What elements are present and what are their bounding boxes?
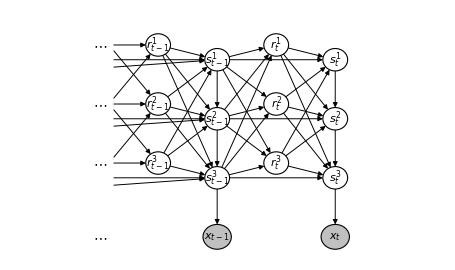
Text: $\cdots$: $\cdots$ [93, 97, 108, 111]
Ellipse shape [146, 152, 171, 174]
Text: $r^2_{t}$: $r^2_{t}$ [271, 94, 282, 114]
Ellipse shape [323, 167, 348, 189]
Ellipse shape [146, 34, 171, 56]
Ellipse shape [146, 93, 171, 115]
Ellipse shape [264, 152, 288, 174]
Text: $r^3_{t-1}$: $r^3_{t-1}$ [147, 153, 170, 173]
Text: $\cdots$: $\cdots$ [93, 156, 108, 170]
Text: $s^3_{t}$: $s^3_{t}$ [329, 168, 342, 188]
Ellipse shape [323, 107, 348, 130]
Text: $r^3_{t}$: $r^3_{t}$ [270, 153, 282, 173]
Text: $\cdots$: $\cdots$ [93, 38, 108, 52]
Ellipse shape [321, 224, 349, 249]
Ellipse shape [205, 107, 230, 130]
Text: $r^1_{t}$: $r^1_{t}$ [270, 35, 282, 55]
Text: $x_{t-1}$: $x_{t-1}$ [204, 231, 230, 243]
Ellipse shape [264, 34, 288, 56]
Text: $\cdots$: $\cdots$ [93, 230, 108, 244]
Text: $s^1_{t-1}$: $s^1_{t-1}$ [205, 50, 229, 70]
Ellipse shape [323, 49, 348, 71]
Text: $r^1_{t-1}$: $r^1_{t-1}$ [147, 35, 170, 55]
Ellipse shape [205, 49, 230, 71]
Text: $s^2_{t-1}$: $s^2_{t-1}$ [205, 109, 229, 129]
Text: $s^2_{t}$: $s^2_{t}$ [329, 109, 341, 129]
Text: $s^3_{t-1}$: $s^3_{t-1}$ [205, 168, 229, 188]
Ellipse shape [205, 167, 230, 189]
Text: $r^2_{t-1}$: $r^2_{t-1}$ [147, 94, 170, 114]
Ellipse shape [264, 93, 288, 115]
Ellipse shape [203, 224, 231, 249]
Text: $x_{t}$: $x_{t}$ [329, 231, 341, 243]
Text: $s^1_{t}$: $s^1_{t}$ [329, 50, 342, 70]
